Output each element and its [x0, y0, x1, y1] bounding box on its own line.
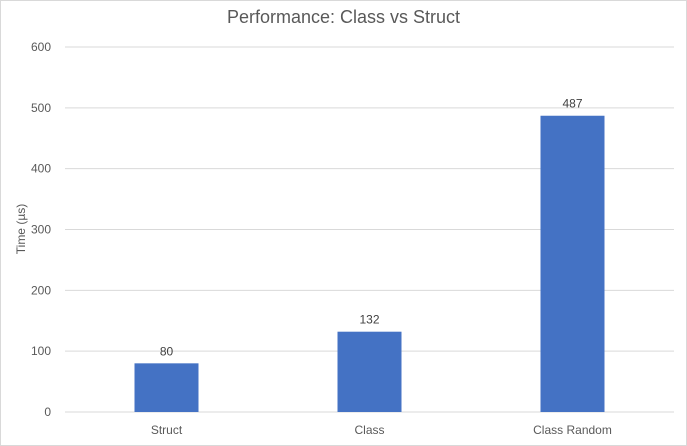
y-tick-label: 100 [31, 344, 51, 358]
data-labels: 80 132 487 [160, 97, 583, 359]
bar [337, 331, 402, 412]
y-tick-label: 300 [31, 223, 51, 237]
y-tick-label: 500 [31, 101, 51, 115]
y-tick-label: 600 [31, 40, 51, 54]
bar [540, 115, 605, 412]
bars [134, 115, 605, 412]
y-tick-label: 200 [31, 283, 51, 297]
x-axis-categories: Struct Class Class Random [151, 423, 612, 437]
data-label: 132 [359, 313, 379, 327]
x-tick-label: Class [354, 423, 384, 437]
y-tick-label: 400 [31, 162, 51, 176]
bar [134, 363, 199, 412]
data-label: 487 [562, 97, 582, 111]
x-tick-label: Struct [151, 423, 183, 437]
y-tick-label: 0 [44, 405, 51, 419]
y-axis-label: Time (µs) [14, 204, 28, 254]
chart-title: Performance: Class vs Struct [226, 7, 461, 27]
data-label: 80 [160, 344, 174, 358]
y-axis-ticks: 0 100 200 300 400 500 600 [31, 40, 51, 419]
x-tick-label: Class Random [533, 423, 612, 437]
